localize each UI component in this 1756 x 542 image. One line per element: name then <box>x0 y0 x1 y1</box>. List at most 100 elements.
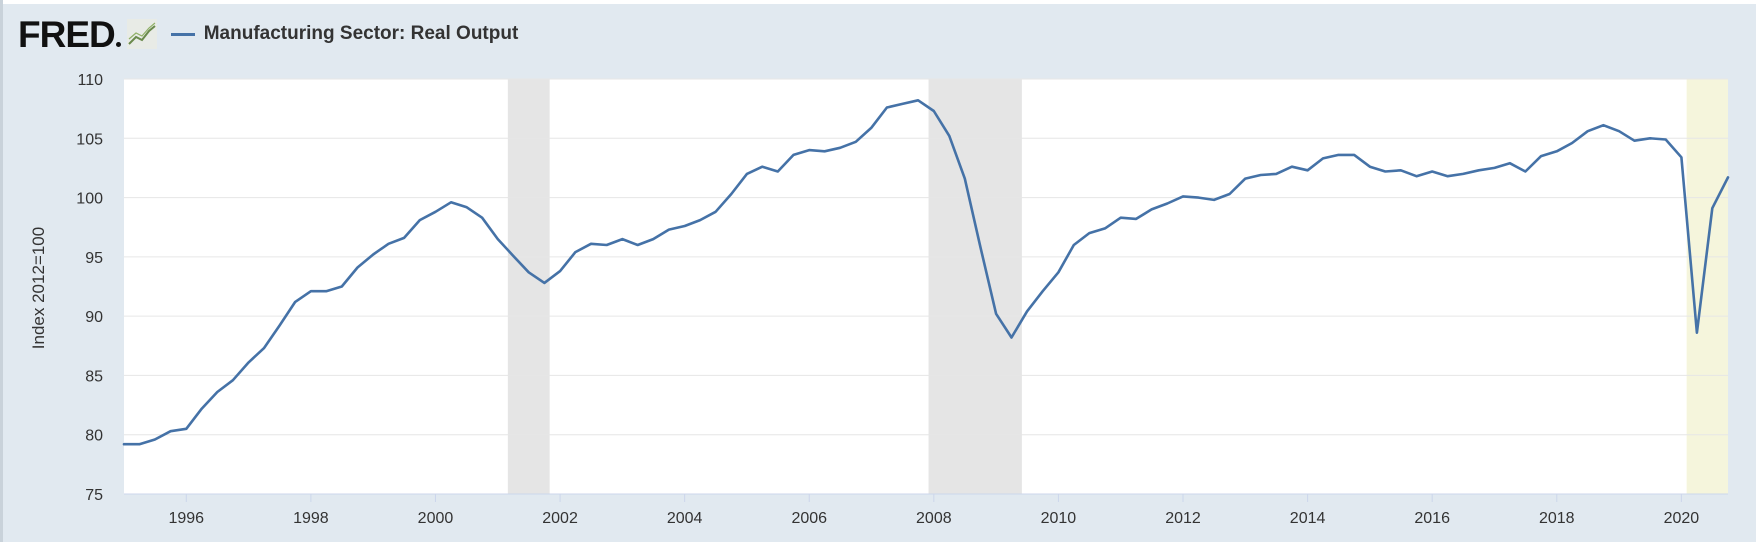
data-point[interactable] <box>1629 136 1639 146</box>
data-point[interactable] <box>1380 167 1390 177</box>
data-point[interactable] <box>1162 199 1172 209</box>
data-point[interactable] <box>960 174 970 184</box>
data-point[interactable] <box>602 240 612 250</box>
data-point[interactable] <box>150 435 160 445</box>
data-point[interactable] <box>259 343 269 353</box>
data-point[interactable] <box>1240 174 1250 184</box>
data-point[interactable] <box>337 282 347 292</box>
data-point[interactable] <box>867 123 877 133</box>
data-point[interactable] <box>897 99 907 109</box>
data-point[interactable] <box>944 131 954 141</box>
data-point[interactable] <box>1287 162 1297 172</box>
data-point[interactable] <box>991 309 1001 319</box>
data-point[interactable] <box>212 387 222 397</box>
data-point[interactable] <box>695 215 705 225</box>
data-point[interactable] <box>742 169 752 179</box>
data-point[interactable] <box>399 233 409 243</box>
data-point[interactable] <box>1536 151 1546 161</box>
data-point[interactable] <box>524 267 534 277</box>
data-point[interactable] <box>368 250 378 260</box>
data-point[interactable] <box>275 321 285 331</box>
data-point[interactable] <box>570 247 580 257</box>
data-point[interactable] <box>166 426 176 436</box>
data-point[interactable] <box>1520 167 1530 177</box>
data-point[interactable] <box>134 439 144 449</box>
data-point[interactable] <box>680 221 690 231</box>
data-point[interactable] <box>415 215 425 225</box>
data-point[interactable] <box>1396 165 1406 175</box>
data-point[interactable] <box>1225 189 1235 199</box>
data-point[interactable] <box>1412 171 1422 181</box>
data-point[interactable] <box>664 225 674 235</box>
data-point[interactable] <box>1443 171 1453 181</box>
data-point[interactable] <box>1318 153 1328 163</box>
data-point[interactable] <box>431 207 441 217</box>
data-point[interactable] <box>321 286 331 296</box>
data-point[interactable] <box>493 234 503 244</box>
data-point[interactable] <box>1692 328 1702 338</box>
data-point[interactable] <box>633 240 643 250</box>
data-point[interactable] <box>1598 120 1608 130</box>
data-point[interactable] <box>446 197 456 207</box>
data-point[interactable] <box>1490 163 1500 173</box>
data-point[interactable] <box>882 103 892 113</box>
data-point[interactable] <box>290 297 300 307</box>
data-point[interactable] <box>1271 169 1281 179</box>
data-point[interactable] <box>1069 240 1079 250</box>
data-point[interactable] <box>477 213 487 223</box>
data-point[interactable] <box>929 106 939 116</box>
data-point[interactable] <box>913 95 923 105</box>
series-line-1[interactable] <box>122 99 1730 446</box>
data-point[interactable] <box>835 143 845 153</box>
data-point[interactable] <box>1707 203 1717 213</box>
data-point[interactable] <box>197 404 207 414</box>
data-point[interactable] <box>119 439 129 449</box>
data-point[interactable] <box>1178 191 1188 201</box>
data-point[interactable] <box>1614 126 1624 136</box>
data-point[interactable] <box>789 150 799 160</box>
data-point[interactable] <box>1209 195 1219 205</box>
data-point[interactable] <box>1645 133 1655 143</box>
data-point[interactable] <box>804 145 814 155</box>
data-point[interactable] <box>1567 138 1577 148</box>
data-point[interactable] <box>1349 150 1359 160</box>
data-point[interactable] <box>306 286 316 296</box>
data-point[interactable] <box>1116 213 1126 223</box>
data-point[interactable] <box>1194 193 1204 203</box>
data-point[interactable] <box>181 424 191 434</box>
data-point[interactable] <box>1038 286 1048 296</box>
data-point[interactable] <box>1505 158 1515 168</box>
data-point[interactable] <box>757 162 767 172</box>
data-point[interactable] <box>384 239 394 249</box>
data-point[interactable] <box>1661 135 1671 145</box>
data-point[interactable] <box>1131 214 1141 224</box>
data-point[interactable] <box>539 278 549 288</box>
data-point[interactable] <box>1084 228 1094 238</box>
data-point[interactable] <box>1007 333 1017 343</box>
data-point[interactable] <box>1053 267 1063 277</box>
data-point[interactable] <box>555 266 565 276</box>
data-point[interactable] <box>1583 126 1593 136</box>
data-point[interactable] <box>508 251 518 261</box>
data-point[interactable] <box>976 242 986 252</box>
data-point[interactable] <box>1676 152 1686 162</box>
data-point[interactable] <box>851 137 861 147</box>
data-point[interactable] <box>1022 306 1032 316</box>
data-point[interactable] <box>773 167 783 177</box>
data-point[interactable] <box>1147 204 1157 214</box>
data-point[interactable] <box>820 146 830 156</box>
data-point[interactable] <box>1303 165 1313 175</box>
data-point[interactable] <box>1427 167 1437 177</box>
data-point[interactable] <box>1474 165 1484 175</box>
data-point[interactable] <box>461 202 471 212</box>
data-point[interactable] <box>1256 170 1266 180</box>
data-point[interactable] <box>1552 146 1562 156</box>
data-point[interactable] <box>353 263 363 273</box>
line-chart-icon[interactable] <box>126 19 157 49</box>
data-point[interactable] <box>1365 162 1375 172</box>
data-point[interactable] <box>1100 223 1110 233</box>
data-point[interactable] <box>726 189 736 199</box>
data-point[interactable] <box>244 357 254 367</box>
data-point[interactable] <box>711 207 721 217</box>
fred-logo[interactable]: FRED <box>18 13 116 55</box>
